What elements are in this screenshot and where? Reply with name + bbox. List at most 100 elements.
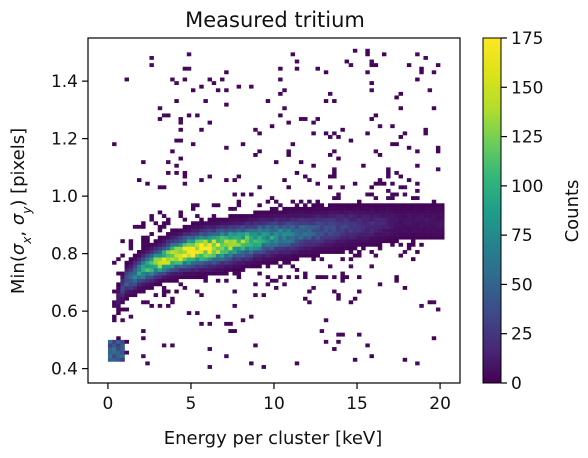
heatmap-cell [253, 221, 258, 226]
heatmap-cell [319, 203, 325, 208]
heatmap-cell [178, 138, 183, 143]
heatmap-cell [141, 271, 146, 276]
heatmap-cell [199, 178, 204, 183]
heatmap-cell [340, 224, 345, 229]
heatmap-cell [265, 264, 271, 269]
heatmap-cell [274, 250, 279, 254]
heatmap-cell [240, 253, 246, 258]
heatmap-cell [253, 153, 258, 157]
heatmap-cell [199, 268, 204, 272]
heatmap-cell [431, 224, 437, 229]
heatmap-cell [128, 271, 134, 276]
heatmap-cell [128, 246, 134, 251]
heatmap-cell [161, 285, 167, 290]
heatmap-cell [166, 217, 171, 222]
heatmap-cell [419, 221, 424, 226]
heatmap-cell [282, 210, 287, 215]
heatmap-cell [411, 235, 416, 240]
heatmap-cell [381, 232, 387, 236]
heatmap-cell [290, 217, 296, 222]
heatmap-cell [307, 228, 312, 233]
heatmap-cell [257, 228, 262, 233]
heatmap-cell [236, 221, 242, 226]
heatmap-cell [128, 242, 134, 247]
heatmap-cell [190, 260, 196, 265]
heatmap-cell [361, 163, 366, 168]
heatmap-cell [274, 210, 279, 215]
heatmap-cell [203, 253, 208, 258]
heatmap-cell [311, 285, 316, 290]
heatmap-cell [145, 250, 150, 254]
heatmap-cell [240, 239, 246, 244]
heatmap-cell [199, 235, 204, 240]
heatmap-cell [253, 235, 258, 240]
heatmap-cell [228, 217, 233, 222]
heatmap-cell [157, 228, 163, 233]
heatmap-cell [286, 260, 291, 265]
heatmap-cell [311, 131, 316, 136]
heatmap-cell [423, 221, 428, 226]
heatmap-cell [232, 289, 237, 294]
heatmap-cell [332, 239, 337, 244]
heatmap-cell [166, 303, 171, 308]
heatmap-cell [257, 264, 262, 269]
heatmap-cell [361, 214, 366, 218]
heatmap-cell [249, 253, 254, 258]
heatmap-cell [107, 343, 113, 348]
heatmap-cell [311, 257, 316, 262]
heatmap-cell [290, 253, 296, 258]
heatmap-cell [348, 239, 354, 244]
heatmap-cell [357, 232, 362, 236]
heatmap-cell [203, 239, 208, 244]
heatmap-cell [365, 228, 370, 233]
heatmap-cell [153, 268, 159, 272]
heatmap-cell [365, 217, 370, 222]
heatmap-cell [307, 206, 312, 211]
heatmap-cell [411, 214, 416, 218]
heatmap-cell [112, 350, 117, 355]
heatmap-cell [336, 239, 341, 244]
heatmap-cell [369, 59, 374, 64]
heatmap-cell [286, 232, 291, 236]
heatmap-cell [257, 260, 262, 265]
heatmap-cell [182, 250, 188, 254]
heatmap-cell [386, 214, 391, 218]
heatmap-cell [261, 246, 266, 251]
heatmap-cell [398, 232, 403, 236]
heatmap-cell [153, 275, 159, 280]
heatmap-cell [186, 224, 192, 229]
heatmap-cell [107, 350, 113, 355]
heatmap-cell [369, 206, 374, 211]
heatmap-cell [174, 278, 179, 283]
heatmap-cell [386, 188, 391, 193]
heatmap-cell [220, 260, 225, 265]
heatmap-cell [431, 300, 437, 305]
heatmap-cell [199, 260, 204, 265]
heatmap-cell [249, 260, 254, 265]
heatmap-cell [249, 242, 254, 247]
heatmap-cell [419, 228, 424, 233]
heatmap-cell [398, 135, 403, 139]
heatmap-cell [195, 275, 200, 280]
heatmap-cell [336, 135, 341, 139]
heatmap-cell [207, 242, 213, 247]
heatmap-cell [415, 163, 420, 168]
heatmap-cell [195, 264, 200, 269]
heatmap-cell [261, 221, 266, 226]
heatmap-cell [435, 217, 441, 222]
heatmap-cell [332, 232, 337, 236]
colorbar-tick-label: 100 [511, 177, 543, 197]
heatmap-cell [411, 196, 416, 201]
heatmap-cell [141, 250, 146, 254]
heatmap-cell [220, 217, 225, 222]
heatmap-cell [141, 257, 146, 262]
heatmap-cell [136, 275, 142, 280]
heatmap-cell [199, 242, 204, 247]
heatmap-cell [141, 336, 146, 341]
heatmap-cell [190, 88, 196, 93]
heatmap-cell [211, 81, 217, 86]
heatmap-cell [253, 239, 258, 244]
heatmap-cell [357, 235, 362, 240]
heatmap-cell [236, 250, 242, 254]
heatmap-cell [249, 361, 254, 366]
